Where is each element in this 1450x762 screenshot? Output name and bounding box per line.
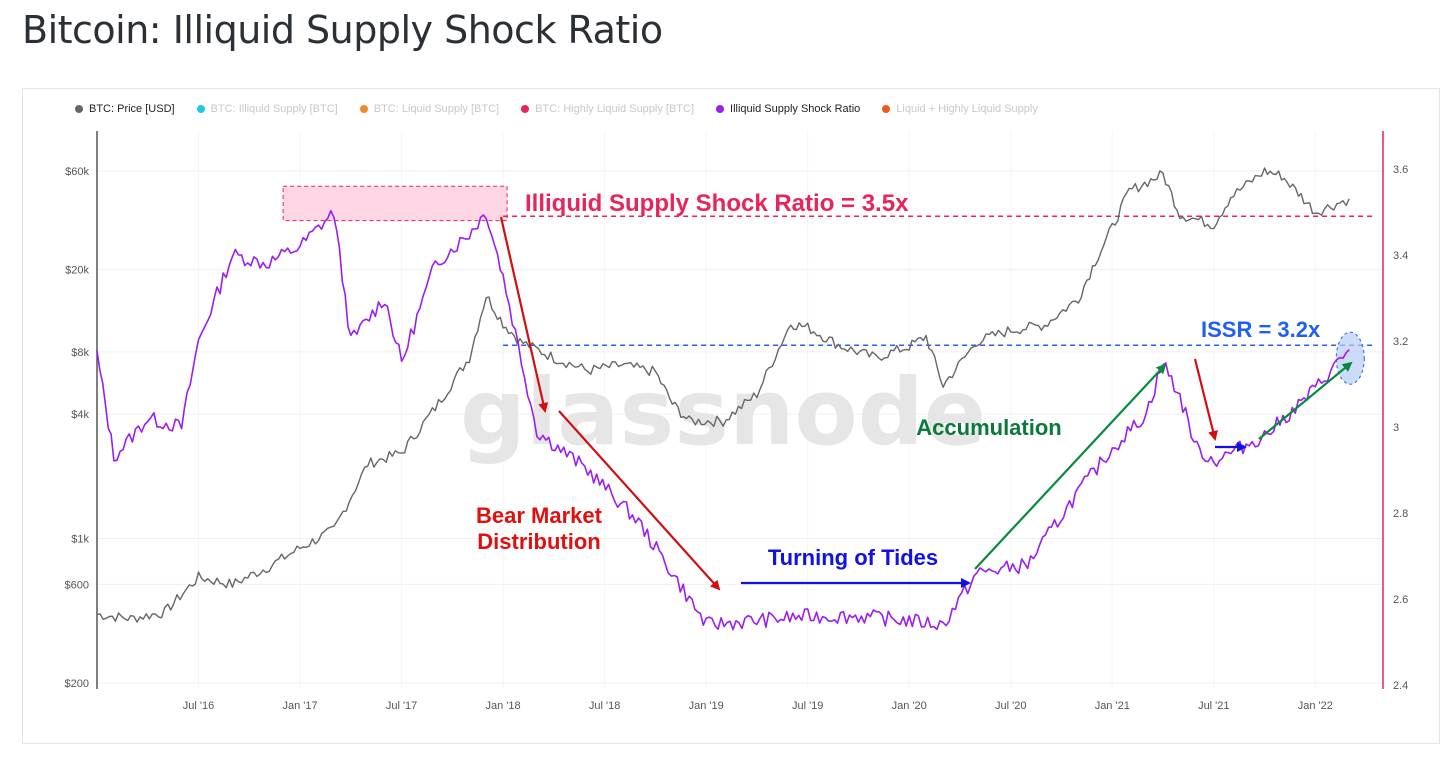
- issr-series-line: [96, 209, 1350, 631]
- y-right-tick-label: 3.4: [1393, 250, 1408, 262]
- legend-dot-icon: [882, 105, 891, 113]
- watermark: glassnode: [460, 359, 986, 466]
- x-tick-label: Jul '18: [589, 700, 620, 712]
- legend-label: BTC: Price [USD]: [89, 103, 175, 115]
- legend-label: Liquid + Highly Liquid Supply: [896, 103, 1038, 115]
- legend: BTC: Price [USD] BTC: Illiquid Supply [BT…: [75, 103, 1038, 115]
- accumulation-arrow-1: [974, 363, 1167, 570]
- page-title: Bitcoin: Illiquid Supply Shock Ratio: [22, 8, 663, 52]
- x-tick-label: Jan '17: [282, 700, 317, 712]
- legend-label: BTC: Highly Liquid Supply [BTC]: [535, 103, 695, 115]
- annotation-bear-market: Distribution: [477, 529, 600, 554]
- chart-card: BTC: Price [USD] BTC: Illiquid Supply [BT…: [22, 88, 1440, 744]
- legend-item[interactable]: BTC: Liquid Supply [BTC]: [359, 103, 500, 115]
- legend-label: Illiquid Supply Shock Ratio: [730, 103, 861, 115]
- legend-label: BTC: Liquid Supply [BTC]: [373, 103, 500, 115]
- bear-arrow-1: [499, 216, 549, 413]
- price-series-line: [96, 167, 1350, 623]
- annotation-turning-tides: Turning of Tides: [768, 545, 938, 570]
- y-right-tick-label: 3: [1393, 422, 1399, 434]
- highlight-box-3-5x: [282, 185, 508, 222]
- y-right-tick-label: 3.6: [1393, 164, 1408, 176]
- y-left-tick-label: $60k: [65, 166, 89, 178]
- x-tick-label: Jul '21: [1198, 700, 1229, 712]
- annotation-bear-market: Bear Market: [476, 503, 603, 528]
- y-left-tick-label: $200: [65, 678, 89, 690]
- bear-arrow-2: [558, 410, 721, 591]
- y-right-tick-label: 3.2: [1393, 336, 1408, 348]
- y-left-tick-label: $4k: [71, 409, 89, 421]
- legend-item[interactable]: Illiquid Supply Shock Ratio: [716, 103, 860, 115]
- x-tick-label: Jan '20: [892, 700, 927, 712]
- bear-arrow-3: [1193, 358, 1218, 441]
- annotation-accumulation: Accumulation: [916, 415, 1061, 440]
- legend-item[interactable]: BTC: Price [USD]: [75, 103, 175, 115]
- x-tick-label: Jan '19: [689, 700, 724, 712]
- x-tick-label: Jan '21: [1095, 700, 1130, 712]
- legend-item[interactable]: BTC: Highly Liquid Supply [BTC]: [521, 103, 694, 115]
- accumulation-arrow-2: [1258, 361, 1353, 440]
- y-left-tick-label: $20k: [65, 265, 89, 277]
- legend-dot-icon: [75, 105, 83, 113]
- legend-item[interactable]: Liquid + Highly Liquid Supply: [882, 103, 1038, 115]
- x-tick-label: Jul '17: [386, 700, 417, 712]
- annotation-ratio-3-5x: Illiquid Supply Shock Ratio = 3.5x: [525, 190, 909, 217]
- legend-dot-icon: [196, 105, 205, 113]
- legend-item[interactable]: BTC: Illiquid Supply [BTC]: [196, 103, 338, 115]
- y-left-tick-label: $1k: [71, 534, 89, 546]
- legend-dot-icon: [359, 105, 368, 113]
- x-tick-label: Jan '22: [1298, 700, 1333, 712]
- y-right-tick-label: 2.4: [1393, 680, 1408, 692]
- legend-label: BTC: Illiquid Supply [BTC]: [210, 103, 338, 115]
- x-tick-label: Jul '20: [995, 700, 1026, 712]
- x-tick-label: Jan '18: [486, 700, 521, 712]
- chart-svg: $200 $600 $1k $4k $8k $20k $60k 2.4 2.6 2.8 3 3.2 3.…: [65, 131, 1408, 712]
- annotation-issr-3-2x: ISSR = 3.2x: [1201, 317, 1321, 342]
- legend-dot-icon: [521, 105, 530, 113]
- y-right-tick-label: 2.6: [1393, 594, 1408, 606]
- x-tick-label: Jul '16: [183, 700, 214, 712]
- y-left-tick-label: $8k: [71, 347, 89, 359]
- legend-dot-icon: [716, 105, 725, 113]
- y-right-tick-label: 2.8: [1393, 508, 1408, 520]
- y-left-tick-label: $600: [65, 579, 89, 591]
- x-tick-label: Jul '19: [792, 700, 823, 712]
